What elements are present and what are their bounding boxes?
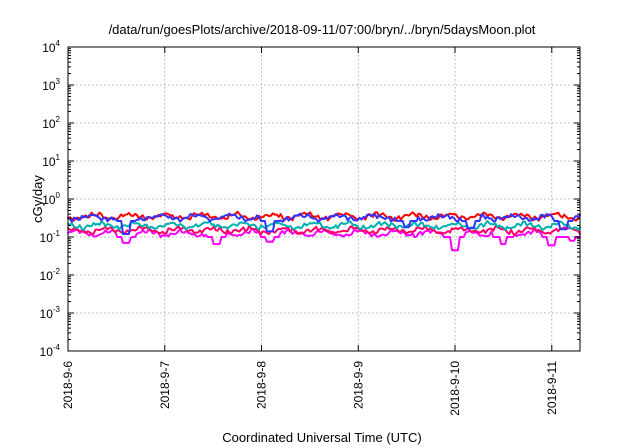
- y-tick-exponent: 3: [56, 77, 61, 86]
- series-line: [67, 228, 581, 252]
- y-tick-exponent: -2: [53, 267, 61, 276]
- y-tick-base: 10: [42, 193, 56, 207]
- y-tick-base: 10: [40, 269, 54, 283]
- y-tick-label: 10-3: [40, 305, 61, 321]
- series-line: [67, 224, 581, 237]
- x-tick-labels: 2018-9-6 2018-9-7 2018-9-8 2018-9-9 2018-9-1…: [61, 361, 559, 416]
- chart-title: /data/run/goesPlots/archive/2018-09-11/0…: [109, 22, 536, 37]
- y-tick-exponent: 4: [56, 39, 61, 48]
- x-tick-label: 2018-9-6: [61, 361, 75, 409]
- y-tick-exponent: -1: [53, 229, 61, 238]
- grid-layer: [67, 47, 580, 351]
- x-tick-label: 2018-9-11: [545, 361, 559, 415]
- series-line: [67, 219, 581, 232]
- y-tick-exponent: 2: [56, 115, 61, 124]
- y-tick-label: 10-1: [40, 229, 61, 245]
- x-tick-label: 2018-9-7: [158, 361, 172, 409]
- y-tick-label: 103: [42, 77, 60, 93]
- x-tick-label: 2018-9-10: [448, 361, 462, 416]
- series-line: [67, 212, 581, 235]
- y-tick-label: 101: [42, 153, 60, 169]
- y-tick-base: 10: [40, 231, 54, 245]
- y-tick-exponent: 0: [56, 191, 61, 200]
- y-axis-label: cGy/day: [30, 175, 45, 223]
- y-tick-base: 10: [40, 345, 54, 359]
- y-tick-base: 10: [42, 155, 56, 169]
- y-tick-exponent: -3: [53, 305, 61, 314]
- y-tick-label: 102: [42, 115, 60, 131]
- x-axis-label: Coordinated Universal Time (UTC): [222, 430, 421, 445]
- y-tick-label: 104: [42, 39, 60, 55]
- y-tick-label: 10-2: [40, 267, 61, 283]
- y-tick-label: 100: [42, 191, 60, 207]
- y-tick-exponent: 1: [56, 153, 61, 162]
- series-layer: [67, 210, 581, 252]
- y-tick-base: 10: [42, 79, 56, 93]
- y-tick-base: 10: [40, 307, 54, 321]
- x-tick-label: 2018-9-8: [255, 361, 269, 409]
- y-tick-base: 10: [42, 41, 56, 55]
- x-tick-label: 2018-9-9: [351, 361, 365, 409]
- y-tick-label: 10-4: [40, 343, 61, 359]
- y-tick-exponent: -4: [53, 343, 61, 352]
- tick-layer: [67, 46, 580, 352]
- y-tick-base: 10: [42, 117, 56, 131]
